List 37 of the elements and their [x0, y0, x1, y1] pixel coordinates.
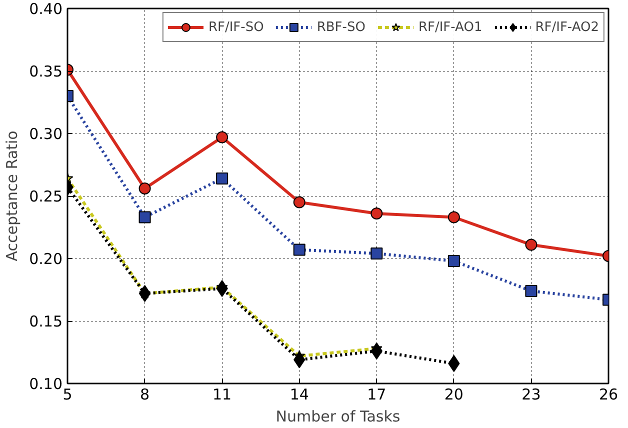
y-tick-label: 0.25: [29, 188, 63, 206]
y-axis-title: Acceptance Ratio: [3, 130, 22, 262]
y-tick-label: 0.30: [29, 125, 63, 143]
y-tick-label: 0.20: [29, 250, 63, 268]
x-tick-label: 23: [522, 386, 541, 404]
x-tick-label: 17: [367, 386, 386, 404]
point: [138, 285, 151, 302]
x-tick-label: 26: [598, 386, 618, 404]
legend-label: RF/IF-AO2: [535, 20, 599, 34]
x-tick-label: 14: [290, 386, 309, 404]
x-tick-label: 8: [140, 386, 150, 404]
x-tick-label: 5: [62, 386, 72, 404]
point: [216, 131, 228, 144]
point: [216, 280, 228, 297]
x-tick-label: 20: [444, 386, 464, 404]
y-tick-label: 0.15: [29, 312, 63, 330]
point: [138, 182, 151, 194]
point: [370, 208, 383, 220]
y-tick-label: 0.40: [29, 0, 63, 18]
legend-label: RF/IF-AO1: [418, 20, 482, 34]
x-axis-title: Number of Tasks: [276, 408, 400, 426]
point: [216, 172, 228, 184]
point: [293, 244, 306, 256]
point: [448, 211, 460, 224]
point: [370, 248, 383, 260]
point: [138, 211, 151, 224]
y-tick-label: 0.10: [29, 375, 63, 393]
point: [448, 255, 460, 267]
point: [448, 355, 460, 372]
point: [525, 285, 538, 297]
y-tick-label: 0.35: [29, 62, 63, 80]
point: [293, 196, 306, 208]
x-tick-label: 11: [212, 386, 232, 404]
legend-label: RBF-SO: [316, 20, 366, 34]
point: [525, 238, 538, 251]
point: [370, 342, 382, 360]
legend-label: RF/IF-SO: [208, 20, 264, 34]
